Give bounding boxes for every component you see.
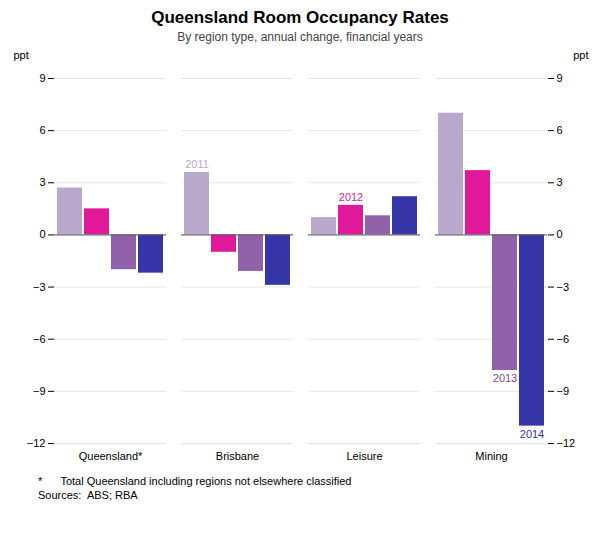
- svg-text:2013: 2013: [493, 372, 517, 384]
- svg-text:6: 6: [557, 124, 563, 136]
- html-text:By region type, annual change,: By region type, annual change, financial…: [177, 30, 423, 44]
- svg-text:Brisbane: Brisbane: [216, 450, 259, 462]
- svg-text:−6: −6: [557, 333, 570, 345]
- svg-text:Mining: Mining: [475, 450, 507, 462]
- svg-text:Queensland*: Queensland*: [79, 450, 143, 462]
- svg-text:3: 3: [39, 176, 45, 188]
- svg-text:−3: −3: [33, 281, 46, 293]
- html-text:Sources: ABS; RBA: Sources: ABS; RBA: [38, 489, 138, 501]
- html-text:* Total Queensland including r: * Total Queensland including regions not…: [38, 475, 352, 487]
- svg-text:−3: −3: [557, 281, 570, 293]
- svg-text:0: 0: [39, 228, 45, 240]
- svg-text:−9: −9: [33, 385, 46, 397]
- svg-text:9: 9: [39, 72, 45, 84]
- svg-text:6: 6: [39, 124, 45, 136]
- svg-text:3: 3: [557, 176, 563, 188]
- svg-text:−12: −12: [557, 437, 576, 449]
- svg-text:2012: 2012: [339, 191, 363, 203]
- svg-text:0: 0: [557, 228, 563, 240]
- svg-text:2014: 2014: [520, 428, 544, 440]
- svg-text:2011: 2011: [185, 158, 209, 170]
- svg-text:−6: −6: [33, 333, 46, 345]
- svg-text:−9: −9: [557, 385, 570, 397]
- svg-text:Leisure: Leisure: [346, 450, 382, 462]
- svg-text:ppt: ppt: [14, 49, 29, 61]
- svg-text:−12: −12: [27, 437, 46, 449]
- html-text:Queensland Room Occupancy Rate: Queensland Room Occupancy Rates: [151, 8, 449, 27]
- svg-text:ppt: ppt: [573, 49, 588, 61]
- svg-text:9: 9: [557, 72, 563, 84]
